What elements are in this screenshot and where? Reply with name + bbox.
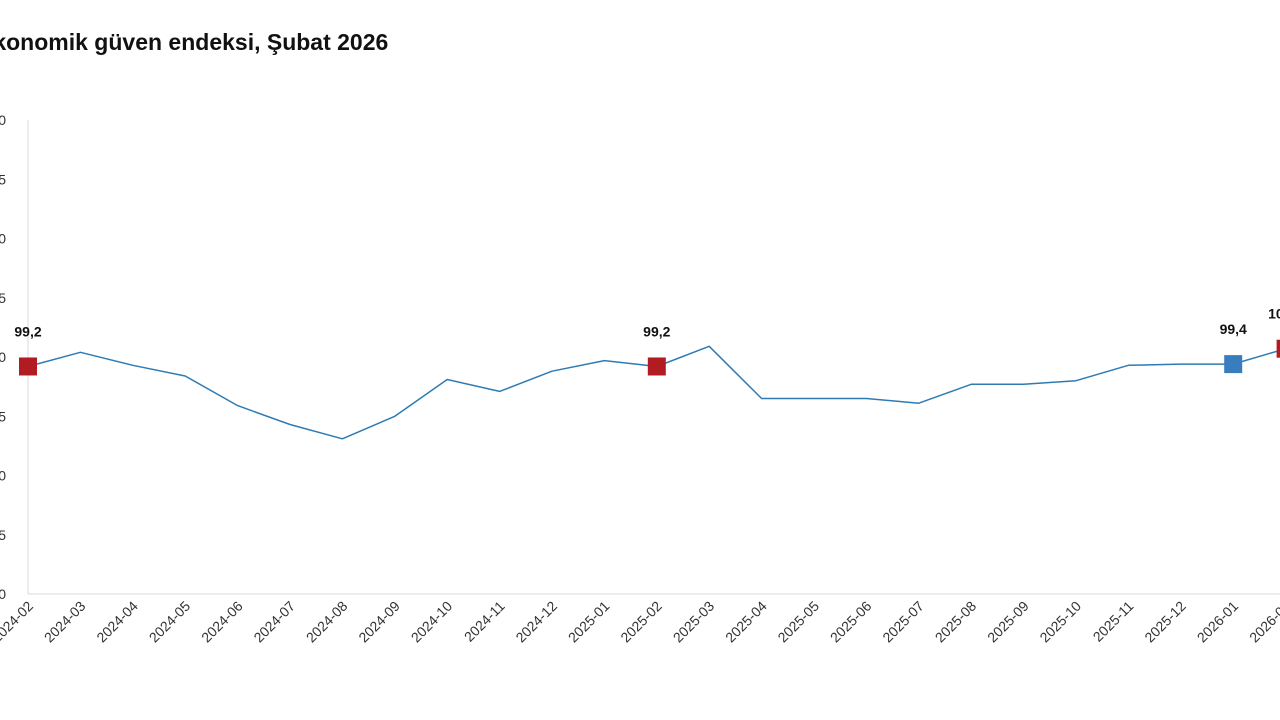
- x-tick-label: 2025-07: [879, 598, 927, 646]
- x-tick-label: 2024-04: [93, 598, 141, 646]
- x-tick-label: 2024-10: [408, 598, 456, 646]
- x-tick-labels: 2024-02 2024-03 2024-04 2024-05 2024-06 2024-…: [0, 598, 1280, 646]
- x-tick-label: 2025-12: [1141, 598, 1189, 646]
- x-tick-label: 2024-07: [250, 598, 298, 646]
- x-tick-label: 2026-01: [1194, 598, 1242, 646]
- data-label: 99,4: [1220, 321, 1247, 337]
- x-tick-label: 2024-09: [355, 598, 403, 646]
- y-tick-label: 110: [0, 231, 6, 247]
- x-tick-label: 2025-03: [670, 598, 718, 646]
- y-tick-label: 100: [0, 349, 6, 365]
- x-tick-label: 2025-02: [617, 598, 665, 646]
- y-tick-label: 80: [0, 586, 6, 602]
- x-tick-label: 2025-08: [932, 598, 980, 646]
- x-tick-label: 2024-08: [303, 598, 351, 646]
- highlight-marker: [1276, 339, 1280, 358]
- y-tick-label: 90: [0, 468, 6, 484]
- x-tick-label: 2025-01: [565, 598, 613, 646]
- y-tick-label: 105: [0, 290, 6, 306]
- y-tick-labels: 80 85 90 95 100 105 110 115 120: [0, 112, 6, 602]
- y-tick-label: 85: [0, 527, 6, 543]
- highlight-markers: [19, 339, 1280, 376]
- x-tick-label: 2024-12: [512, 598, 560, 646]
- y-tick-label: 95: [0, 408, 6, 424]
- x-tick-label: 2025-11: [1090, 598, 1137, 645]
- x-tick-label: 2024-03: [41, 598, 89, 646]
- y-tick-label: 115: [0, 171, 6, 187]
- x-tick-label: 2025-04: [722, 598, 770, 646]
- data-label: 99,2: [14, 323, 41, 339]
- chart-title: Ekonomik güven endeksi, Şubat 2026: [0, 29, 388, 55]
- data-label: 99,2: [643, 323, 670, 339]
- x-tick-label: 2026-02: [1246, 598, 1280, 646]
- x-tick-label: 2024-06: [198, 598, 246, 646]
- data-labels: 99,2 99,2 99,4 100,7: [14, 306, 1280, 340]
- x-tick-label: 2024-11: [461, 598, 508, 645]
- y-tick-label: 120: [0, 112, 6, 128]
- x-tick-label: 2025-09: [984, 598, 1032, 646]
- highlight-marker: [19, 357, 37, 376]
- data-label: 100,7: [1268, 306, 1280, 322]
- highlight-marker: [647, 357, 666, 376]
- highlight-marker: [1224, 355, 1243, 374]
- x-tick-label: 2025-10: [1036, 598, 1084, 646]
- x-tick-label: 2025-05: [774, 598, 822, 646]
- x-tick-label: 2025-06: [827, 598, 875, 646]
- x-tick-label: 2024-02: [0, 598, 36, 646]
- x-tick-label: 2024-05: [146, 598, 194, 646]
